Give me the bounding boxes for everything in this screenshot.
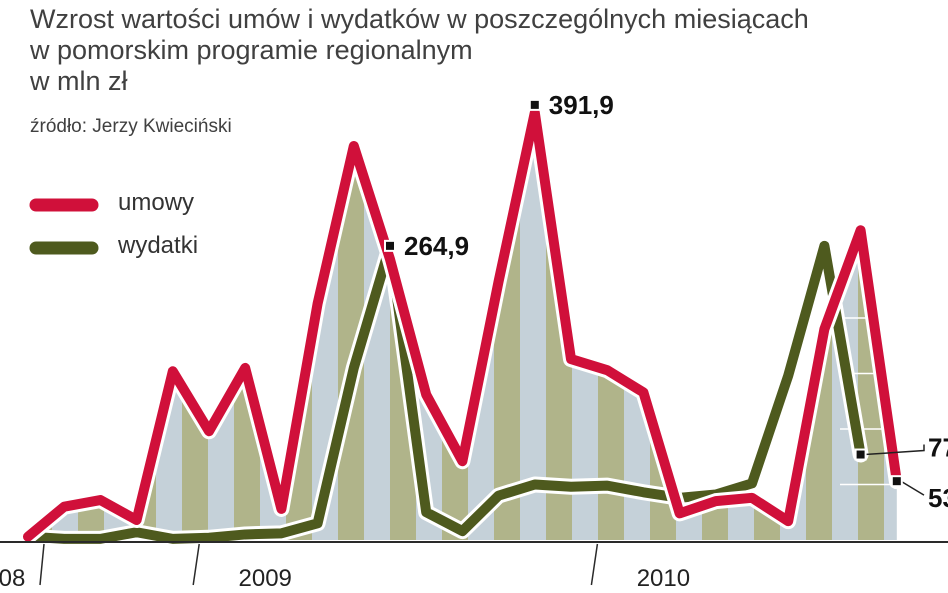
legend-label-wydatki: wydatki [118,232,199,259]
annotation-marker [854,448,867,461]
data-label: 391,9 [549,90,614,120]
annotation-leader [864,444,925,456]
annotation-marker [528,98,541,111]
x-year-separator [39,543,45,586]
chart-title-line-1: Wzrost wartości umów i wydatków w poszcz… [30,4,809,34]
data-label: 264,9 [404,231,469,261]
chart-source: źródło: Jerzy Kwieciński [30,116,232,137]
x-year-separator [192,543,200,586]
chart-title: Wzrost wartości umów i wydatków w poszcz… [30,4,809,97]
data-label: 53 [928,483,948,513]
x-tick-label: 2010 [637,565,690,592]
annotation-marker [384,239,396,252]
series-line-umowy [23,107,902,542]
chart-title-line-2: w pomorskim programie regionalnym [30,35,473,65]
chart-title-line-3: w mln zł [30,66,128,96]
x-tick-label: 08 [0,565,25,592]
legend-label-umowy: umowy [118,189,195,216]
x-year-separator [590,543,599,586]
x-tick-label: 2009 [239,565,292,592]
data-label: 77 [928,433,948,463]
annotation-marker [890,475,903,488]
annotation-leader [900,480,925,496]
